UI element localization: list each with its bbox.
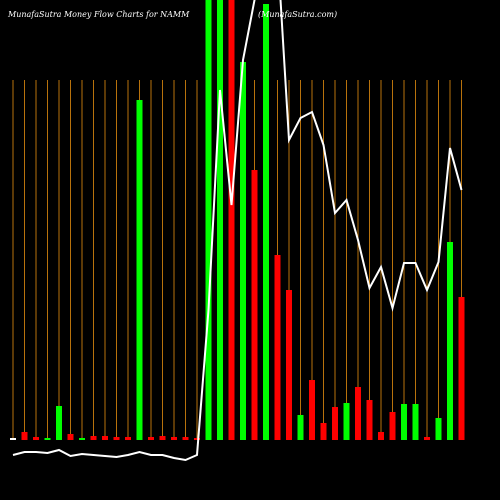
bar — [286, 290, 292, 440]
bar — [297, 415, 304, 440]
bar — [102, 436, 108, 440]
bar — [435, 418, 442, 440]
bar — [21, 432, 28, 440]
bar — [228, 0, 235, 440]
bar — [56, 406, 62, 440]
bar — [320, 423, 327, 440]
bar — [251, 170, 258, 440]
bar — [309, 380, 315, 440]
bar — [332, 407, 338, 440]
chart-title: MunafaSutra Money Flow Charts for NAMM — [7, 10, 190, 19]
bar — [343, 403, 350, 440]
money-flow-line — [12, 0, 463, 462]
bar — [79, 438, 85, 440]
bar — [389, 412, 396, 440]
bar — [125, 437, 131, 440]
bar — [424, 437, 430, 440]
bar — [378, 432, 384, 440]
bar — [240, 62, 246, 440]
bar — [274, 255, 281, 440]
bar — [458, 297, 465, 440]
bar — [366, 400, 373, 440]
bar — [113, 437, 120, 440]
bar — [412, 404, 419, 440]
bar — [90, 436, 97, 440]
bar — [148, 437, 154, 440]
bar — [136, 100, 143, 440]
bar — [355, 387, 361, 440]
bar — [182, 437, 189, 440]
bar — [447, 242, 453, 440]
bar — [67, 434, 74, 440]
bar — [217, 0, 223, 440]
bar — [10, 438, 16, 440]
bar — [401, 404, 407, 440]
bar — [171, 437, 177, 440]
chart-subtitle: (MunafaSutra.com) — [258, 10, 337, 19]
bar — [194, 438, 200, 440]
bar — [44, 438, 51, 440]
bar — [159, 436, 166, 440]
bar — [33, 437, 39, 440]
bar — [205, 0, 212, 440]
bar — [263, 4, 269, 440]
